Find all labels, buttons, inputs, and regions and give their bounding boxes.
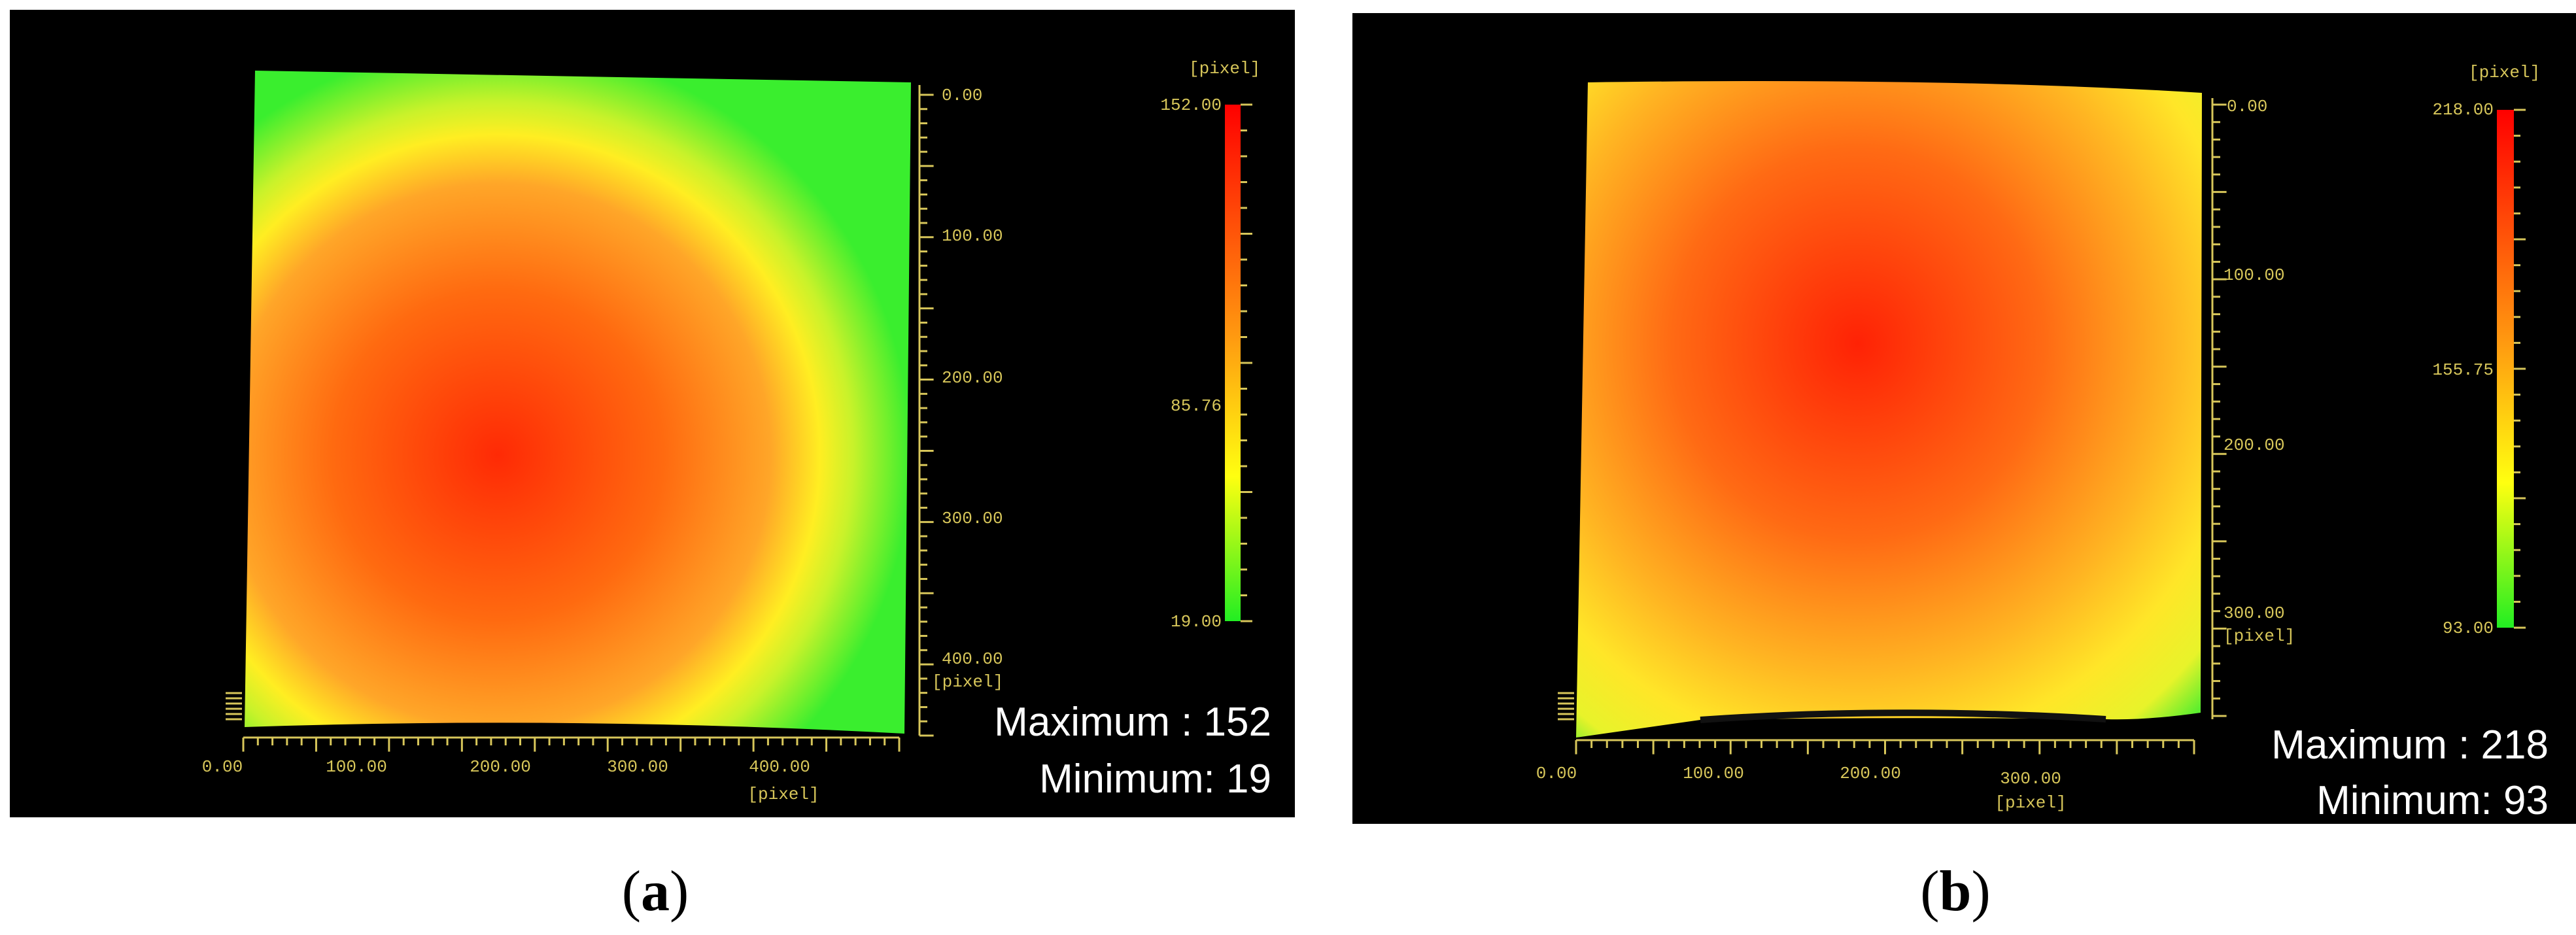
panel-b-colorbar-label-min: 93.00 (2443, 619, 2494, 638)
panel-a-colorbar-ticks (1241, 103, 1252, 622)
panel-b-y-minor-ticks (2212, 103, 2227, 717)
panel-b-minimum-text: Minimum: 93 (2316, 778, 2549, 823)
panel-b-colorbar (2497, 110, 2514, 628)
panel-a: [pixel] 152.00 85.76 19.00 0.00 100.00 2… (10, 10, 1295, 817)
panel-b-colorbar-ticks (2514, 109, 2526, 629)
panel-a-x-tick-label-3: 300.00 (607, 757, 668, 777)
panel-a-y-unit: [pixel] (932, 672, 1003, 692)
panel-a-colorbar (1225, 105, 1241, 621)
panel-b-heatmap (1576, 81, 2202, 738)
panel-b-maximum-text: Maximum : 218 (2271, 722, 2549, 768)
panel-b-unit-top: [pixel] (2469, 63, 2540, 82)
panel-a-axis-corner-icon (226, 692, 242, 721)
panel-b-x-unit: [pixel] (1995, 793, 2066, 813)
panel-a-x-tick-label-2: 200.00 (470, 757, 531, 777)
caption-a: (a) (622, 860, 689, 923)
panel-a-y-tick-label-3: 300.00 (942, 509, 1003, 528)
panel-a-colorbar-label-max: 152.00 (1160, 95, 1222, 115)
panel-a-x-unit: [pixel] (747, 785, 819, 804)
panel-a-minimum-text: Minimum: 19 (1039, 756, 1271, 802)
panel-a-y-tick-label-1: 100.00 (942, 226, 1003, 246)
panel-b-y-tick-label-3: 300.00 (2224, 604, 2285, 623)
panel-a-y-tick-label-0: 0.00 (942, 86, 982, 105)
panel-b-colorbar-label-mid: 155.75 (2432, 360, 2494, 380)
panel-b-x-tick-label-2: 200.00 (1840, 764, 1901, 783)
panel-b-y-tick-label-1: 100.00 (2224, 265, 2285, 285)
panel-b: [pixel] 218.00 155.75 93.00 0.00 100.00 … (1352, 13, 2576, 824)
panel-a-colorbar-label-mid: 85.76 (1171, 396, 1222, 416)
panel-b-x-tick-label-0: 0.00 (1536, 764, 1577, 783)
panel-b-y-tick-label-2: 200.00 (2224, 435, 2285, 455)
panel-a-y-tick-label-2: 200.00 (942, 368, 1003, 388)
panel-b-colorbar-label-max: 218.00 (2432, 100, 2494, 120)
panel-b-x-minor-ticks (1575, 740, 2195, 755)
panel-a-heatmap (245, 71, 911, 734)
panel-b-heatmap-edge (1700, 709, 2106, 723)
caption-b: (b) (1920, 860, 1991, 923)
panel-a-y-tick-label-4: 400.00 (942, 649, 1003, 669)
panel-b-x-tick-label-1: 100.00 (1683, 764, 1744, 783)
panel-b-x-tick-label-3: 300.00 (2000, 769, 2061, 789)
panel-a-x-tick-label-0: 0.00 (202, 757, 243, 777)
panel-a-colorbar-label-min: 19.00 (1171, 612, 1222, 632)
panel-a-maximum-text: Maximum : 152 (994, 700, 1271, 745)
panel-a-x-tick-label-1: 100.00 (326, 757, 387, 777)
panel-a-x-minor-ticks (242, 738, 901, 752)
panel-a-unit-top: [pixel] (1189, 59, 1260, 78)
panel-a-y-minor-ticks (919, 94, 934, 737)
panel-b-y-unit: [pixel] (2224, 626, 2295, 646)
panel-a-x-tick-label-4: 400.00 (749, 757, 810, 777)
panel-b-axis-corner-icon (1558, 692, 1574, 721)
panel-b-y-tick-label-0: 0.00 (2227, 97, 2267, 116)
